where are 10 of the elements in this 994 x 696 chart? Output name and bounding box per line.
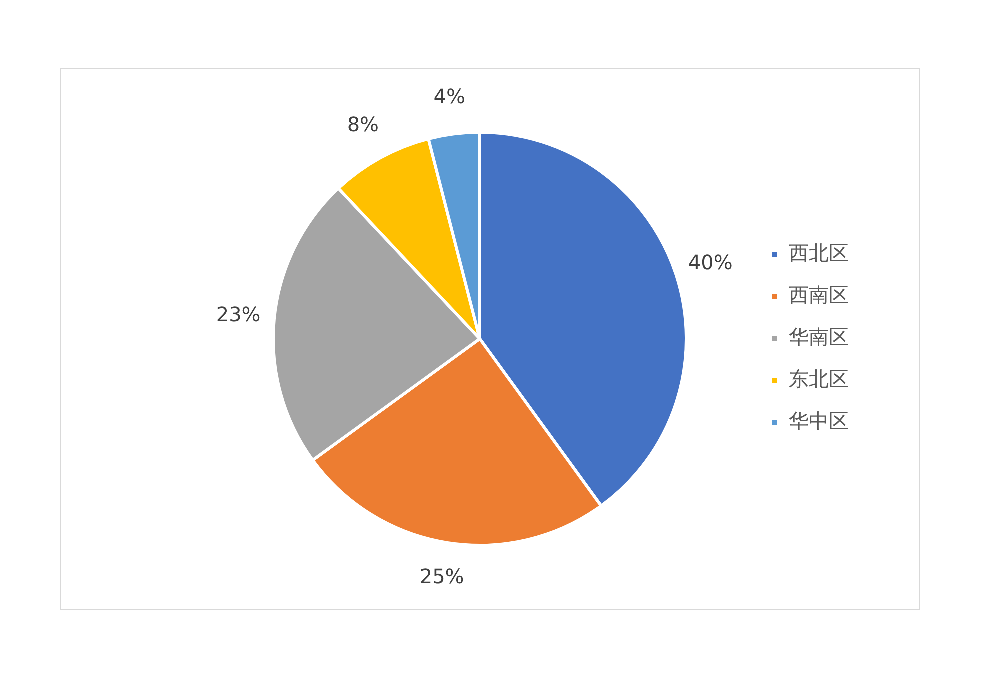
data-label: 25%: [420, 564, 464, 589]
data-label: 23%: [216, 302, 261, 326]
legend-label: 华南区: [789, 325, 849, 350]
data-label: 8%: [347, 112, 380, 137]
data-label: 4%: [434, 84, 466, 109]
legend-label: 东北区: [789, 367, 849, 392]
legend-label: 华中区: [789, 409, 849, 434]
legend-label: 西北区: [789, 241, 849, 266]
legend-label: 西南区: [789, 283, 849, 308]
data-label: 40%: [688, 250, 733, 274]
